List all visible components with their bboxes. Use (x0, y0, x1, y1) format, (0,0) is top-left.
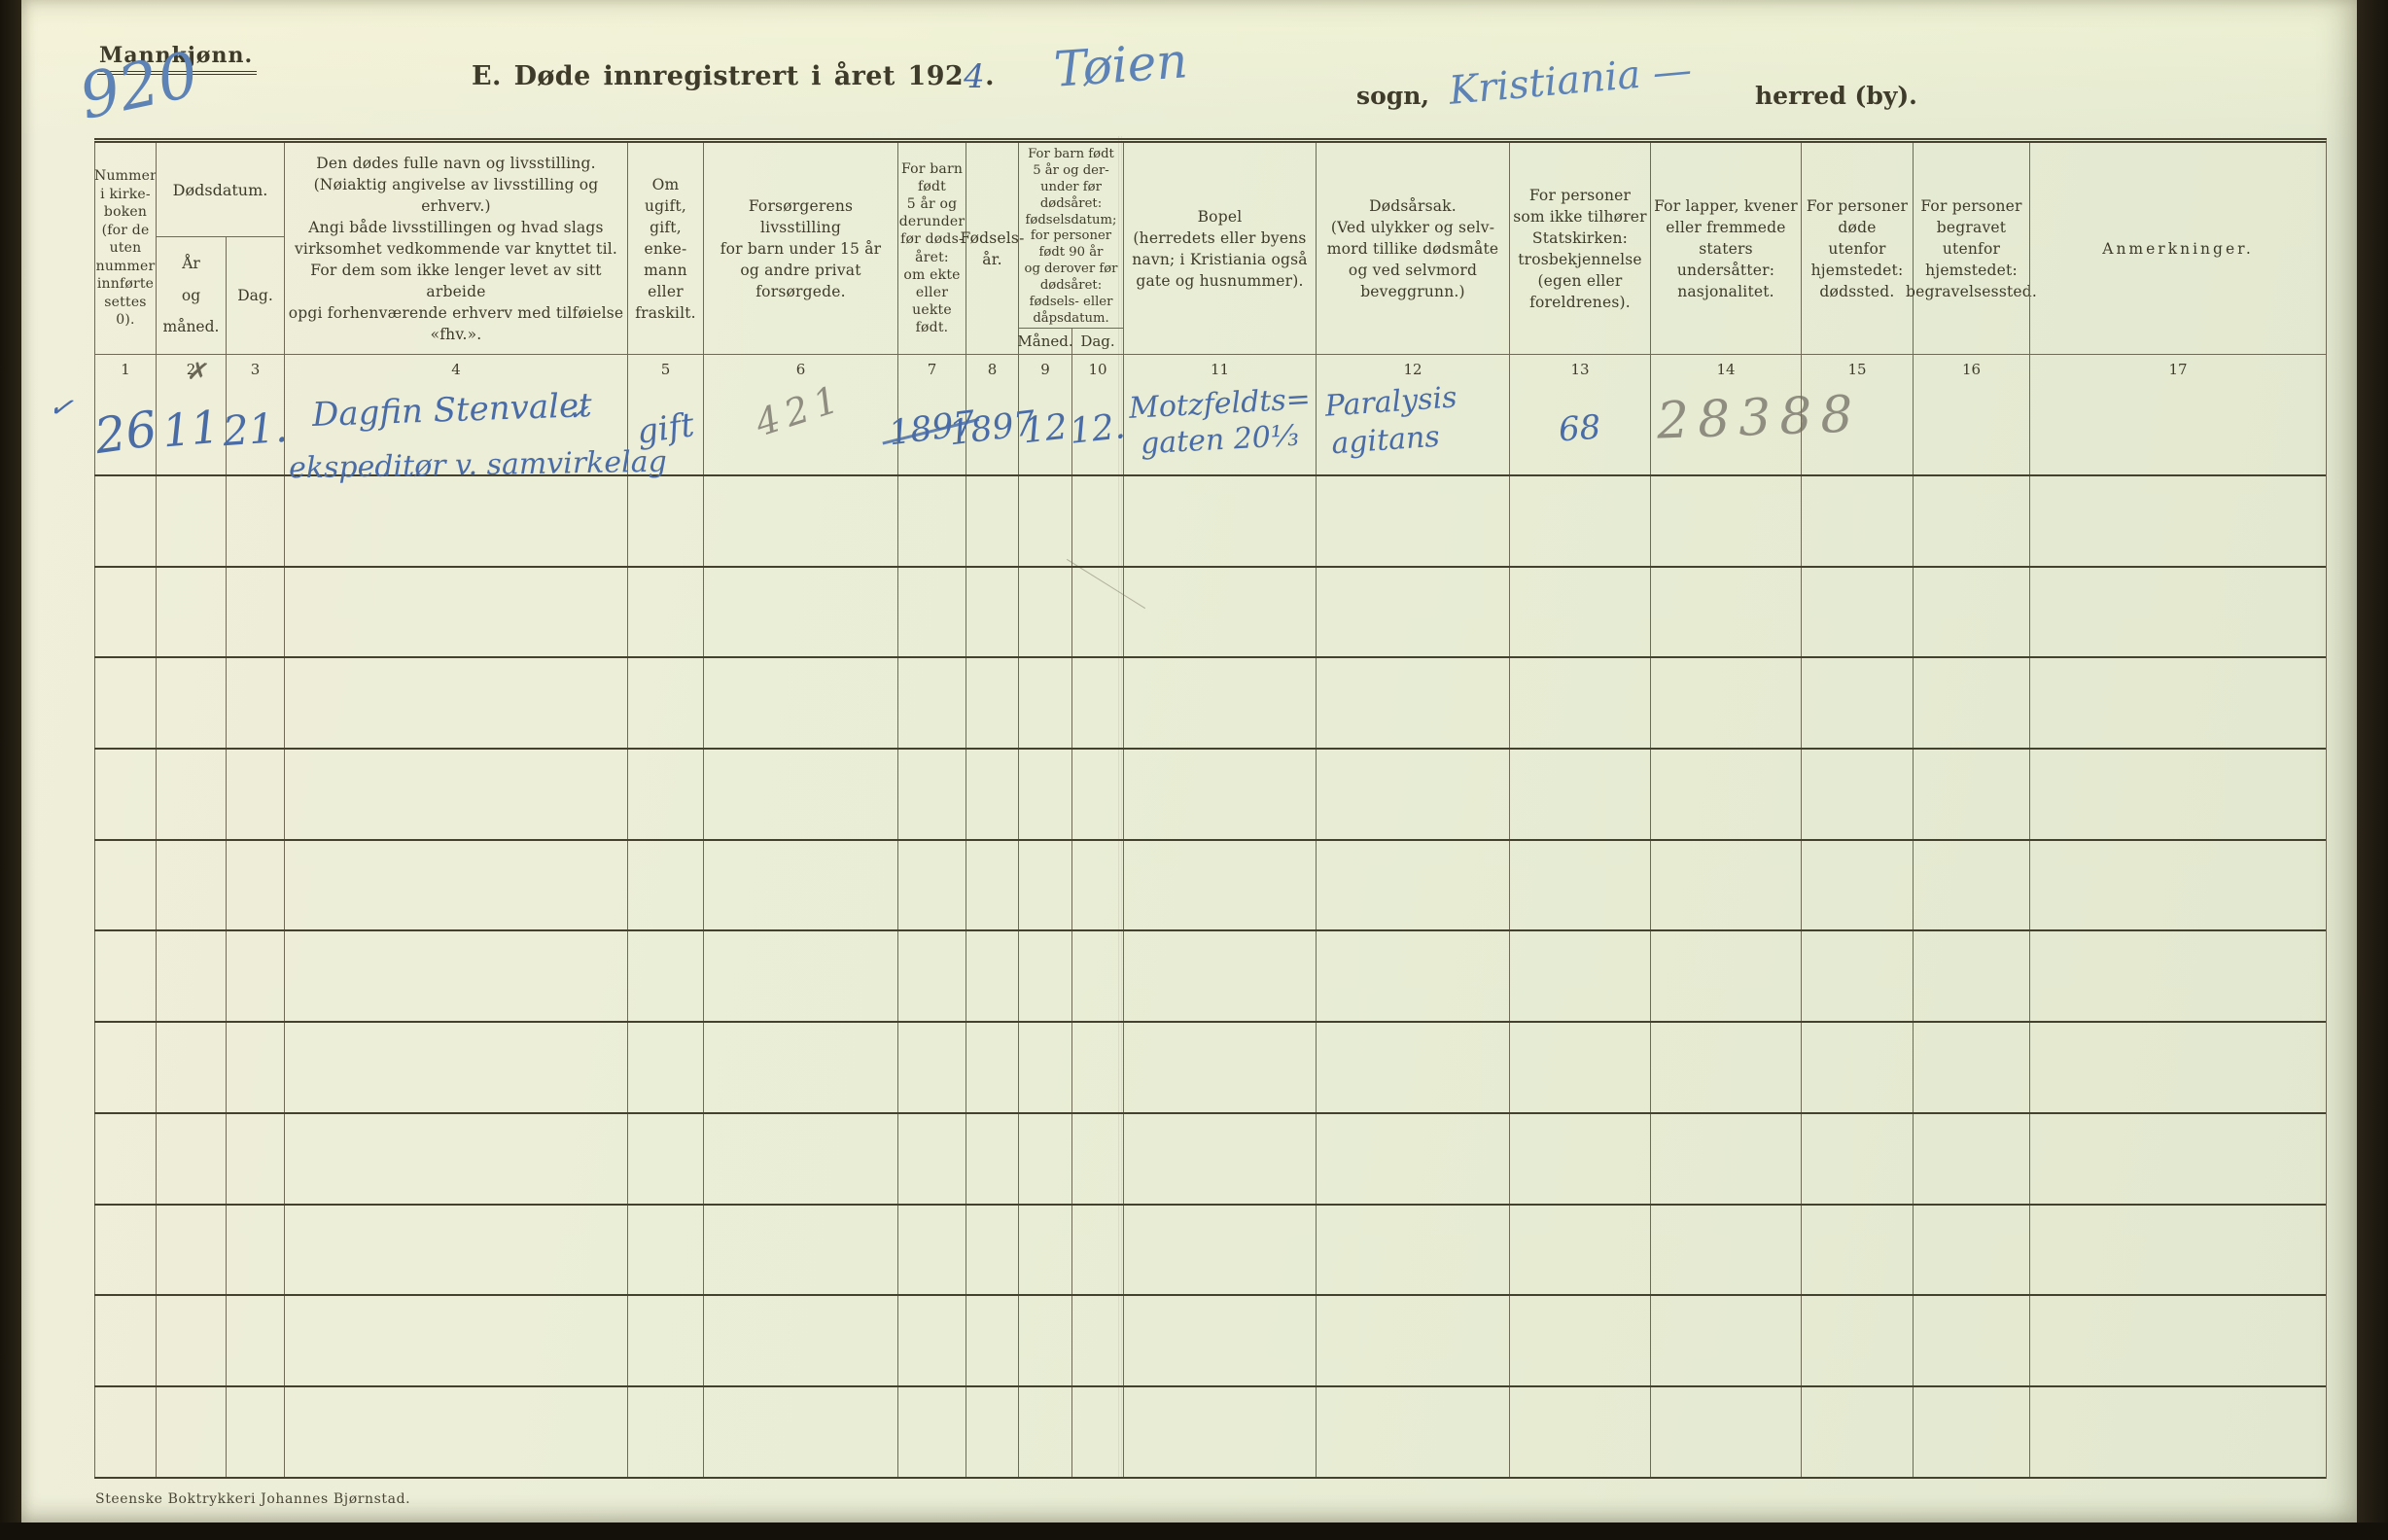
empty-row (94, 476, 2326, 568)
entry-residence: Motzfeldts= gaten 20¹⁄₃ (1128, 382, 1312, 462)
header-marital-status: Om ugift, gift, enke- mann eller fraskil… (627, 143, 703, 354)
entry-birth-month: 12 (1021, 406, 1070, 451)
entry-marital-status: gift (634, 405, 697, 452)
header-death-year-month: År og måned. (162, 255, 220, 336)
entry-death-month: 11 (159, 400, 223, 458)
empty-row (94, 1386, 2326, 1479)
header-birth-date-title: For barn født 5 år og der- under før død… (1024, 147, 1118, 326)
handwritten-year-digit: 4 (964, 57, 986, 96)
paper-sheet: Mannkjønn. 920 E. Døde innregistrert i å… (21, 0, 2357, 1522)
empty-row (94, 750, 2326, 841)
header-death-place: For personer døde utenfor hjemstedet: dø… (1801, 143, 1913, 354)
handwritten-municipality-name: Kristiania — (1447, 48, 1694, 114)
handwritten-parish-name: Tøien (1052, 32, 1190, 98)
column-number: 8 (966, 355, 1018, 383)
header-death-day: Dag. (226, 237, 284, 354)
column-number: 1 (94, 355, 156, 383)
scan-background-bottom (0, 1522, 2388, 1540)
header-birth-month: Måned. (1017, 332, 1073, 350)
form-title-printed: E. Døde innregistrert i året 192 (472, 61, 965, 91)
column-number: 5 (627, 355, 703, 383)
entry-church-book-number: 26 (91, 400, 161, 466)
column-number: 9 (1018, 355, 1071, 383)
column-number: 13 (1509, 355, 1650, 383)
scan-background-left (0, 0, 21, 1540)
death-register-table: Nummer i kirke- boken (for de uten numme… (91, 138, 2327, 1479)
entry-name-checkmark: ✓ (567, 398, 590, 427)
herred-label: herred (by). (1755, 82, 1917, 110)
header-cause-of-death: Dødsårsak. (Ved ulykker og selv- mord ti… (1316, 143, 1509, 354)
header-nationality: For lapper, kvener eller fremmede stater… (1650, 143, 1801, 354)
header-birth-year: Fødsels- år. (960, 143, 1024, 354)
empty-row (94, 1205, 2326, 1297)
sogn-label: sogn, (1356, 82, 1430, 110)
empty-row (94, 658, 2326, 751)
header-full-name-occupation: Den dødes fulle navn og livsstilling. (N… (284, 143, 627, 354)
header-denomination: For personer som ikke tilhører Statskirk… (1509, 143, 1650, 354)
column-number: 2 (156, 355, 226, 383)
header-birth-day: Dag. (1071, 328, 1123, 354)
column-number: 16 (1913, 355, 2029, 383)
column-number: 15 (1801, 355, 1913, 383)
column-number: 17 (2029, 355, 2326, 383)
header-residence: Bopel (herredets eller byens navn; i Kri… (1123, 143, 1316, 354)
entry-birth-day: 12. (1068, 405, 1128, 452)
header-provider-occupation: Forsørgerens livsstilling for barn under… (703, 143, 897, 354)
form-title: E. Døde innregistrert i året 1924. (472, 54, 995, 96)
entry-row: 26 ✗ 11 21. Dagfin Stenvalet ✓ ekspeditø… (91, 356, 2326, 485)
column-number: 14 (1650, 355, 1801, 383)
header-legitimate-birth: For barn født 5 år og derunder før døds-… (897, 143, 966, 354)
header-remarks: Anmerkninger. (2029, 143, 2326, 354)
header-death-date-group: Dødsdatum. År og måned. Dag. (156, 143, 284, 354)
column-number: 7 (897, 355, 966, 383)
handwritten-sex-count: 920 (73, 39, 205, 134)
header-church-book-number: Nummer i kirke- boken (for de uten numme… (94, 143, 157, 354)
sex-heading: Mannkjønn. (97, 43, 258, 75)
column-number: 6 (703, 355, 897, 383)
pencil-x-mark: ✗ (185, 356, 212, 389)
entry-provider-pencil-note: 421 (750, 375, 851, 445)
header-burial-place: For personer begravet utenfor hjemstedet… (1906, 143, 2037, 354)
header-death-date-title: Dødsdatum. (157, 143, 284, 237)
header-birth-date-group: For barn født 5 år og der- under før død… (1017, 143, 1123, 354)
empty-row (94, 1023, 2326, 1114)
column-number: 11 (1123, 355, 1316, 383)
empty-row (94, 931, 2326, 1024)
entry-denomination-note: 68 (1558, 407, 1602, 450)
form-title-period: . (985, 61, 995, 91)
table-header-row: Nummer i kirke- boken (for de uten numme… (94, 143, 2326, 355)
margin-checkmark: ✓ (46, 389, 76, 427)
paper-crease (1118, 136, 1122, 1478)
empty-row (94, 1296, 2326, 1387)
scan-background-right (2357, 0, 2388, 1540)
column-number: 12 (1316, 355, 1509, 383)
empty-row (94, 840, 2326, 932)
empty-row (94, 1113, 2326, 1206)
printer-credit: Steenske Boktrykkeri Johannes Bjørnstad. (95, 1491, 411, 1507)
empty-row (94, 567, 2326, 659)
column-number-row: 1 2 3 4 5 6 7 8 9 10 11 12 13 14 15 16 1… (94, 355, 2326, 383)
entry-name: Dagfin Stenvalet (311, 385, 593, 436)
column-number: 3 (226, 355, 284, 383)
column-number: 10 (1071, 355, 1123, 383)
column-number: 4 (284, 355, 627, 383)
entry-cause-of-death: Paralysis agitans (1323, 380, 1458, 462)
entry-death-day: 21. (221, 402, 290, 455)
